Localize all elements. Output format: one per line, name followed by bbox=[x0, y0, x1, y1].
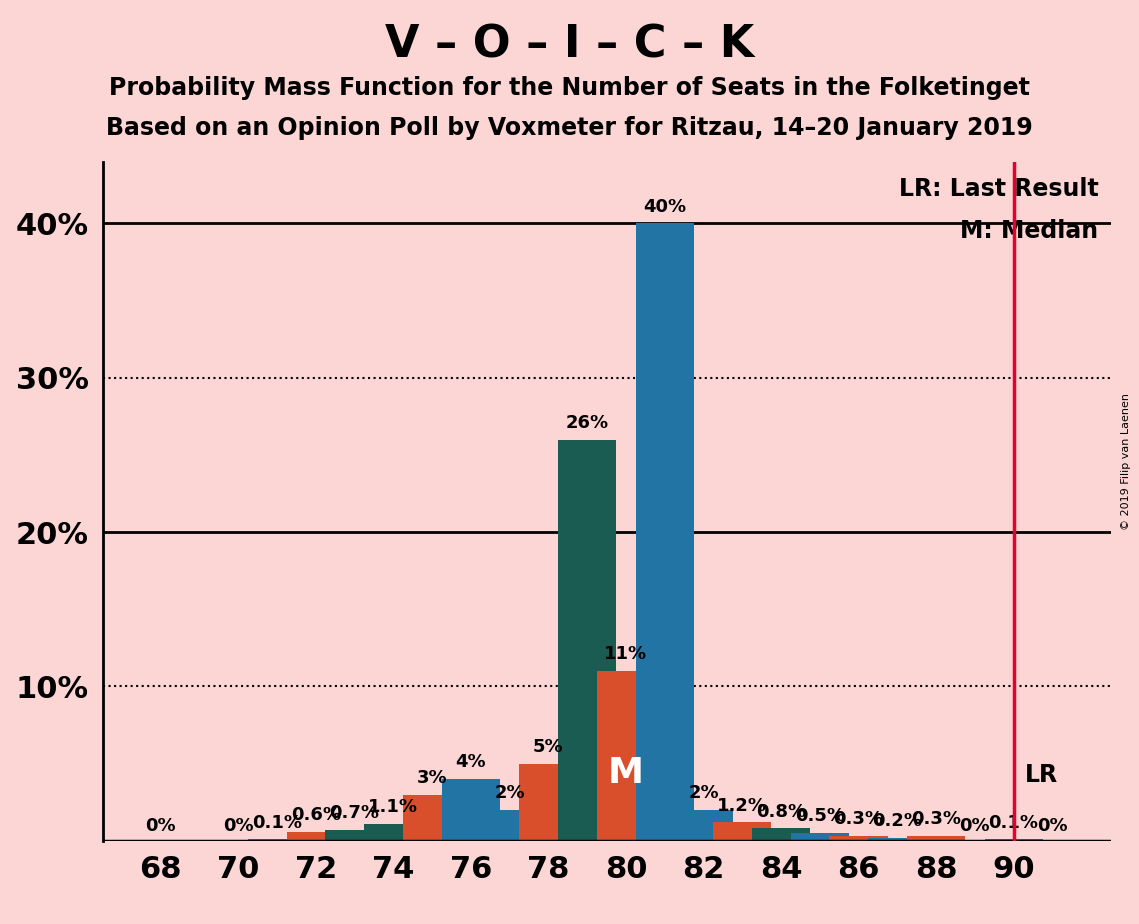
Bar bbox=[287, 832, 345, 841]
Bar bbox=[519, 763, 577, 841]
Bar bbox=[558, 440, 616, 841]
Text: 0.5%: 0.5% bbox=[795, 808, 845, 825]
Text: 0.3%: 0.3% bbox=[834, 810, 884, 829]
Text: 0%: 0% bbox=[223, 817, 254, 834]
Text: 26%: 26% bbox=[566, 414, 608, 432]
Text: 3%: 3% bbox=[417, 769, 448, 787]
Bar bbox=[364, 824, 423, 841]
Text: 0.3%: 0.3% bbox=[911, 810, 961, 829]
Bar bbox=[403, 795, 461, 841]
Bar bbox=[636, 224, 694, 841]
Bar bbox=[790, 833, 849, 841]
Text: 0.8%: 0.8% bbox=[756, 803, 806, 821]
Text: 11%: 11% bbox=[605, 645, 647, 663]
Text: 40%: 40% bbox=[644, 198, 686, 215]
Text: 0.2%: 0.2% bbox=[872, 812, 923, 830]
Bar bbox=[907, 836, 965, 841]
Bar bbox=[248, 839, 306, 841]
Text: 1.2%: 1.2% bbox=[718, 796, 768, 815]
Text: Probability Mass Function for the Number of Seats in the Folketinget: Probability Mass Function for the Number… bbox=[109, 76, 1030, 100]
Bar bbox=[752, 829, 810, 841]
Bar bbox=[674, 810, 732, 841]
Text: 0.1%: 0.1% bbox=[989, 813, 1039, 832]
Text: 0.1%: 0.1% bbox=[252, 813, 302, 832]
Text: M: Median: M: Median bbox=[960, 219, 1098, 243]
Bar bbox=[597, 671, 655, 841]
Bar bbox=[326, 830, 384, 841]
Text: 0.7%: 0.7% bbox=[329, 804, 379, 822]
Text: 0%: 0% bbox=[146, 817, 177, 834]
Bar bbox=[984, 839, 1042, 841]
Text: M: M bbox=[608, 756, 644, 790]
Text: 2%: 2% bbox=[494, 784, 525, 802]
Text: 2%: 2% bbox=[688, 784, 719, 802]
Text: 0%: 0% bbox=[959, 817, 990, 834]
Text: LR: LR bbox=[1025, 763, 1058, 787]
Text: 4%: 4% bbox=[456, 753, 486, 772]
Text: 1.1%: 1.1% bbox=[368, 798, 418, 816]
Text: 5%: 5% bbox=[533, 738, 564, 756]
Text: LR: Last Result: LR: Last Result bbox=[899, 176, 1098, 201]
Text: Based on an Opinion Poll by Voxmeter for Ritzau, 14–20 January 2019: Based on an Opinion Poll by Voxmeter for… bbox=[106, 116, 1033, 140]
Text: V – O – I – C – K: V – O – I – C – K bbox=[385, 23, 754, 67]
Bar bbox=[713, 822, 771, 841]
Bar bbox=[442, 779, 500, 841]
Bar bbox=[829, 836, 887, 841]
Text: 0%: 0% bbox=[1036, 817, 1067, 834]
Text: © 2019 Filip van Laenen: © 2019 Filip van Laenen bbox=[1121, 394, 1131, 530]
Bar bbox=[868, 838, 926, 841]
Text: 0.6%: 0.6% bbox=[290, 806, 341, 824]
Bar bbox=[481, 810, 539, 841]
